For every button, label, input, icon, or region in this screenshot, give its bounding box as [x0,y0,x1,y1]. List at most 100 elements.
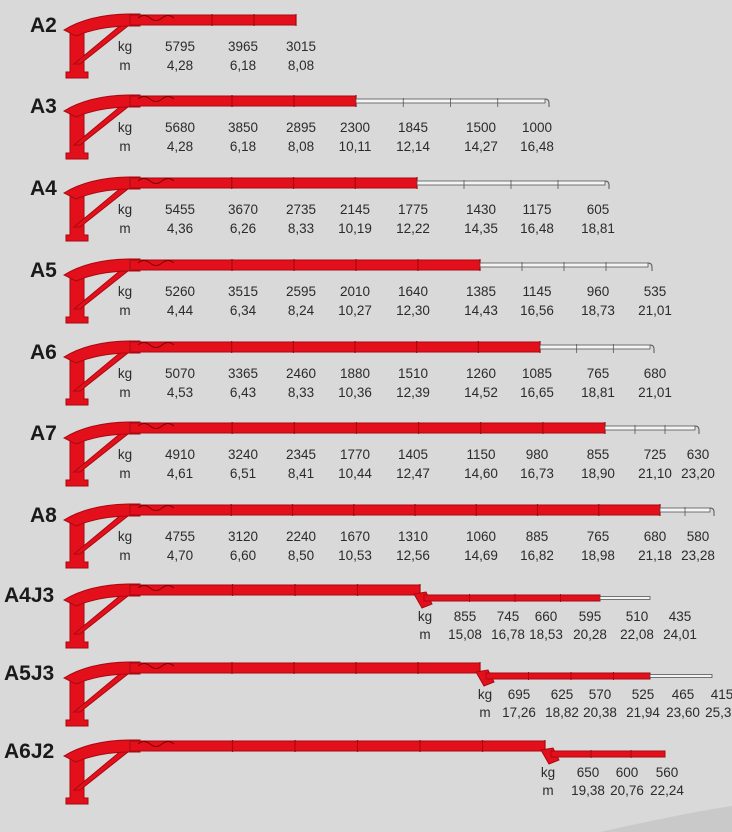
outreach-value-m: 20,28 [573,627,607,642]
outreach-value-m: 14,52 [464,385,498,400]
load-value-kg: 625 [551,687,574,702]
load-value-kg: 1510 [398,366,428,381]
boom-hose [137,663,175,669]
config-label: A3 [30,95,57,118]
unit-kg: kg [418,609,432,624]
config-label: A7 [30,422,57,445]
boom-hose [137,96,175,102]
boom-hose [137,260,175,266]
load-value-kg: 570 [589,687,612,702]
config-label: A6 [30,341,57,364]
crane-config-row: A6 kg m 5070 3365 2460 1880 1510 1260 1085 765 680 4… [30,340,672,406]
outreach-value-m: 14,43 [464,303,498,318]
inner-boom [62,13,141,37]
load-value-kg: 960 [587,284,610,299]
outreach-value-m: 20,38 [583,705,617,720]
crane-config-row: A4J3 kg m 855 745 660 595 510 435 15,08 16,78 18,53… [4,583,697,649]
outreach-value-m: 14,35 [464,221,498,236]
outreach-value-m: 16,65 [520,385,554,400]
outreach-value-m: 6,26 [230,221,256,236]
outreach-value-m: 4,70 [167,548,193,563]
outreach-value-m: 10,19 [338,221,372,236]
outreach-value-m: 8,08 [288,58,314,73]
boom-tip-hook [709,507,715,516]
crane-config-row: A2 kg m 5795 3965 3015 4,28 6,18 8,08 [30,13,316,79]
inner-boom [62,661,141,685]
config-label: A2 [30,14,57,37]
boom-tip-hook [604,180,610,189]
outreach-value-m: 14,69 [464,548,498,563]
load-value-kg: 2735 [286,202,316,217]
crane-config-row: A4 kg m 5455 3670 2735 2145 1775 1430 1175 605 4,36… [30,176,615,242]
outreach-value-m: 6,18 [230,139,256,154]
unit-kg: kg [118,202,132,217]
outreach-value-m: 23,28 [681,548,715,563]
load-value-kg: 3515 [228,284,258,299]
jib-boom [550,750,666,758]
outreach-value-m: 19,38 [571,783,605,798]
unit-kg: kg [118,39,132,54]
crane-config-row: A8 kg m 4755 3120 2240 1670 1310 1060 885 765 680 58… [30,503,715,569]
outreach-value-m: 6,43 [230,385,256,400]
outreach-value-m: 4,53 [167,385,193,400]
load-value-kg: 5260 [165,284,195,299]
load-value-kg: 3850 [228,120,258,135]
outreach-value-m: 14,27 [464,139,498,154]
unit-m: m [119,303,130,318]
boom-tip-hook [649,344,655,353]
inner-boom [62,503,141,527]
load-value-kg: 1385 [466,284,496,299]
config-label: A5 [30,259,57,282]
unit-m: m [119,466,130,481]
load-value-kg: 695 [508,687,531,702]
jib-manual-extension [599,596,651,600]
outreach-value-m: 12,22 [396,221,430,236]
unit-kg: kg [478,687,492,702]
outreach-value-m: 6,18 [230,58,256,73]
load-value-kg: 415 [711,687,732,702]
load-value-kg: 5680 [165,120,195,135]
outreach-value-m: 12,39 [396,385,430,400]
outreach-value-m: 21,01 [638,385,672,400]
boom-hose [137,15,175,21]
boom-tip-hook [544,98,550,107]
outreach-value-m: 24,01 [663,627,697,642]
load-value-kg: 2595 [286,284,316,299]
load-value-kg: 2345 [286,447,316,462]
outreach-value-m: 15,08 [448,627,482,642]
outreach-value-m: 4,28 [167,139,193,154]
config-label: A4J3 [4,584,54,607]
load-value-kg: 725 [644,447,667,462]
load-value-kg: 4910 [165,447,195,462]
load-value-kg: 1085 [522,366,552,381]
crane-column [65,597,89,649]
outreach-value-m: 14,60 [464,466,498,481]
outreach-value-m: 22,24 [650,783,684,798]
outreach-value-m: 18,90 [581,466,615,481]
load-value-kg: 1775 [398,202,428,217]
load-value-kg: 660 [535,609,558,624]
outreach-value-m: 12,14 [396,139,430,154]
crane-column [65,190,89,242]
load-value-kg: 650 [577,765,600,780]
load-value-kg: 1060 [466,529,496,544]
boom-hose [137,342,175,348]
outreach-value-m: 23,60 [666,705,700,720]
load-value-kg: 600 [616,765,639,780]
load-value-kg: 3015 [286,39,316,54]
outreach-value-m: 4,28 [167,58,193,73]
boom-hose [137,585,175,591]
load-value-kg: 4755 [165,529,195,544]
load-value-kg: 1670 [340,529,370,544]
unit-kg: kg [118,120,132,135]
load-value-kg: 765 [587,529,610,544]
load-value-kg: 630 [687,447,710,462]
unit-kg: kg [118,447,132,462]
jib-boom [423,594,601,602]
outreach-value-m: 18,81 [581,221,615,236]
load-value-kg: 510 [626,609,649,624]
load-value-kg: 1880 [340,366,370,381]
outer-boom [129,584,421,596]
load-value-kg: 1430 [466,202,496,217]
outreach-value-m: 8,33 [288,221,314,236]
